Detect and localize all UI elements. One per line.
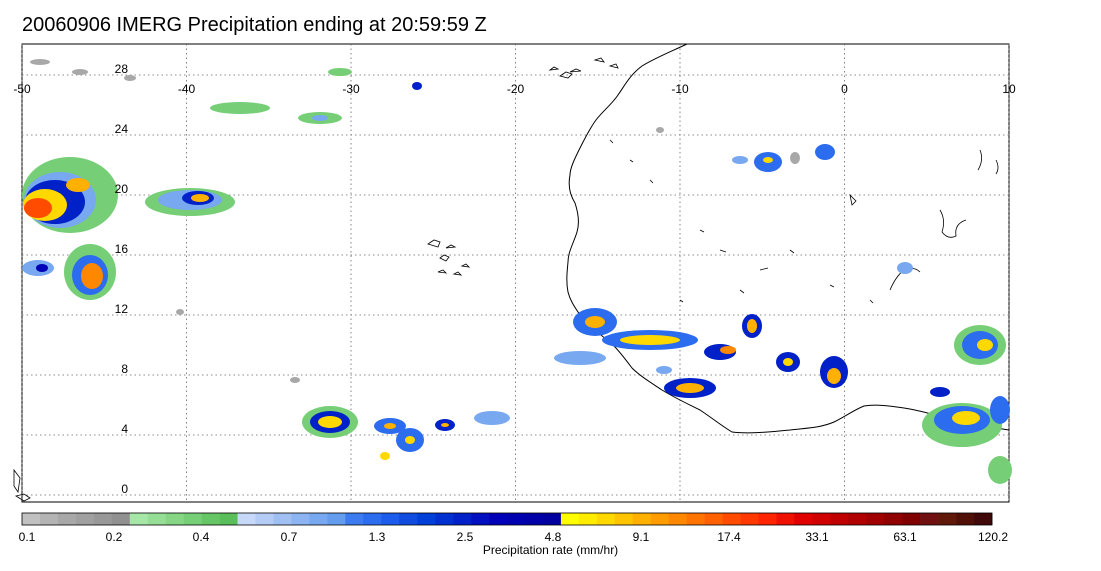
colorbar-swatch [489,513,508,525]
colorbar-swatch [453,513,472,525]
latitude-label: 4 [121,422,128,436]
colorbar-swatch [93,513,113,525]
longitude-label: 0 [841,82,848,96]
colorbar-swatch [740,513,759,525]
map-title: 20060906 IMERG Precipitation ending at 2… [22,14,487,36]
colorbar-swatch [363,513,382,525]
colorbar-tick-label: 0.7 [280,530,298,544]
colorbar-swatch [542,513,562,525]
colorbar-swatch [309,513,328,525]
longitude-label: -10 [671,82,689,96]
colorbar-swatch [255,513,274,525]
colorbar-swatch [201,513,220,525]
colorbar-tick-label: 63.1 [893,530,917,544]
colorbar-swatch [902,513,921,525]
colorbar-tick-label: 1.3 [368,530,386,544]
colorbar-swatch [327,513,346,525]
colorbar-tick-label: 33.1 [805,530,829,544]
colorbar-swatch [920,513,939,525]
colorbar-swatch [524,513,544,525]
colorbar-swatch [866,513,885,525]
colorbar-swatch [758,513,777,525]
colorbar-swatch [471,513,490,525]
colorbar-swatch [147,513,166,525]
colorbar-swatch [884,513,903,525]
colorbar-title: Precipitation rate (mm/hr) [482,543,619,557]
colorbar-swatch [650,513,669,525]
colorbar-tick-label: 0.1 [18,530,36,544]
longitude-label: -20 [507,82,525,96]
map-border [21,43,1010,503]
colorbar-swatch [794,513,813,525]
colorbar-tick-label: 4.8 [544,530,562,544]
colorbar-swatch [632,513,651,525]
colorbar-tick-label: 9.1 [632,530,650,544]
colorbar-swatch [345,513,364,525]
colorbar-swatch [956,513,975,525]
colorbar-swatch [938,513,957,525]
colorbar-swatch [560,513,580,525]
colorbar-swatch [812,513,831,525]
colorbar-swatch [165,513,184,525]
colorbar-swatch [129,513,149,525]
colorbar-swatch [111,513,131,525]
colorbar-swatch [848,513,867,525]
colorbar-swatch [237,513,256,525]
latitude-label: 28 [115,62,129,76]
islands-and-lakes [13,57,999,502]
colorbar-swatch [704,513,723,525]
latitude-label: 16 [115,242,129,256]
colorbar-swatch [686,513,705,525]
colorbar-tick-label: 2.5 [456,530,474,544]
colorbar-swatch [596,513,616,525]
colorbar-swatch [219,513,238,525]
colorbar-swatch [22,513,41,525]
latitude-labels: 28 24 20 16 12 8 4 0 [115,62,129,496]
colorbar-tick-label: 0.2 [105,530,123,544]
colorbar-tick-label: 17.4 [717,530,741,544]
colorbar-swatch [39,513,59,525]
latitude-label: 0 [121,482,128,496]
latitude-label: 12 [115,302,129,316]
colorbar-swatch [75,513,95,525]
colorbar-swatch [381,513,400,525]
longitude-label: -50 [13,82,31,96]
colorbar-outline [21,512,993,526]
colorbar-swatch [291,513,310,525]
latitude-label: 24 [115,122,129,136]
latitude-label: 20 [115,182,129,196]
latitude-label: 8 [121,362,128,376]
longitude-labels: -50 -40 -30 -20 -10 0 10 [13,82,1016,96]
colorbar-swatch [417,513,436,525]
colorbar-swatch [273,513,292,525]
colorbar-swatch [722,513,741,525]
colorbar-swatch [507,513,526,525]
colorbar-swatch [776,513,795,525]
colorbar-tick-label: 0.4 [192,530,210,544]
precipitation-cells [22,59,1012,484]
colorbar-swatch [578,513,598,525]
colorbar-swatch [830,513,849,525]
colorbar [21,512,993,526]
colorbar-tick-label: 120.2 [977,530,1009,544]
colorbar-swatch [974,513,993,525]
colorbar-swatch [668,513,687,525]
colorbar-swatch [183,513,202,525]
colorbar-swatch [614,513,634,525]
longitude-label: 10 [1002,82,1016,96]
colorbar-swatch [57,513,77,525]
colorbar-swatch [399,513,418,525]
longitude-label: -30 [342,82,360,96]
longitude-label: -40 [178,82,196,96]
colorbar-swatch [435,513,454,525]
